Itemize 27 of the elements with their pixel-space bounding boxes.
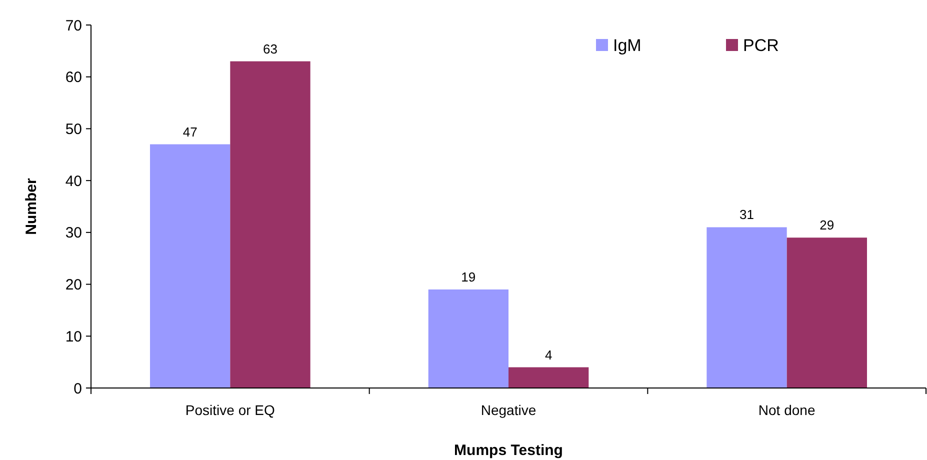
y-tick-label: 50 bbox=[65, 120, 82, 138]
bar bbox=[786, 238, 867, 388]
y-tick-label: 40 bbox=[65, 172, 82, 190]
x-axis-title: Mumps Testing bbox=[454, 442, 563, 459]
y-tick-label: 10 bbox=[65, 328, 82, 346]
legend-label: IgM bbox=[613, 36, 642, 55]
bar bbox=[150, 144, 230, 388]
data-label: 47 bbox=[182, 124, 198, 140]
y-tick-label: 30 bbox=[65, 224, 82, 242]
x-tick-label: Negative bbox=[480, 402, 536, 418]
x-tick-label: Not done bbox=[758, 402, 816, 418]
y-tick-label: 0 bbox=[74, 380, 82, 398]
data-label: 29 bbox=[820, 218, 834, 233]
y-tick-label: 60 bbox=[65, 69, 82, 86]
bar bbox=[508, 367, 589, 388]
data-label: 4 bbox=[544, 347, 552, 362]
y-axis-title: Number bbox=[23, 178, 40, 235]
data-label: 63 bbox=[263, 41, 278, 56]
bar bbox=[428, 289, 508, 388]
legend-label: PCR bbox=[743, 36, 779, 55]
y-tick-label: 70 bbox=[65, 17, 82, 34]
bar bbox=[706, 227, 787, 388]
x-tick-label: Positive or EQ bbox=[185, 402, 276, 418]
bar bbox=[230, 61, 310, 388]
data-label: 31 bbox=[740, 207, 754, 222]
y-tick-label: 20 bbox=[65, 276, 82, 294]
data-label: 19 bbox=[461, 269, 476, 284]
